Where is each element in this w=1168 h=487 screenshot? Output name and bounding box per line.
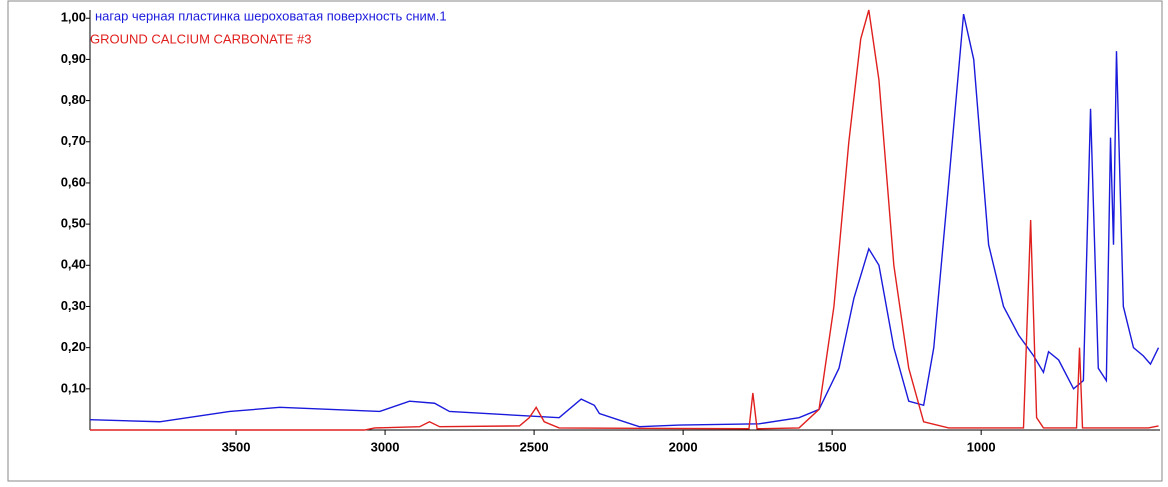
y-tick-label: 0,40 (61, 257, 86, 272)
y-tick-label: 0,80 (61, 92, 86, 107)
series-line (90, 9, 1159, 431)
y-tick-label: 1,00 (61, 10, 86, 25)
x-tick-label: 2500 (520, 439, 549, 454)
y-tick-label: 0,90 (61, 51, 86, 66)
y-tick-label: 0,50 (61, 216, 86, 231)
x-tick-label: 3000 (371, 439, 400, 454)
frame (7, 0, 1163, 482)
legend-label: GROUND CALCIUM CARBONATE #3 (90, 31, 312, 46)
x-tick-label: 1000 (967, 439, 996, 454)
x-tick-label: 3500 (222, 439, 251, 454)
legend-label: нагар черная пластинка шероховатая повер… (95, 8, 447, 23)
series-line (89, 13, 1160, 428)
y-tick-label: 0,10 (61, 380, 86, 395)
y-tick-label: 0,60 (61, 174, 86, 189)
x-tick-label: 2000 (669, 439, 698, 454)
y-tick-label: 0,70 (61, 133, 86, 148)
x-tick-label: 1500 (818, 439, 847, 454)
y-tick-label: 0,30 (61, 298, 86, 313)
y-tick-label: 0,20 (61, 339, 86, 354)
